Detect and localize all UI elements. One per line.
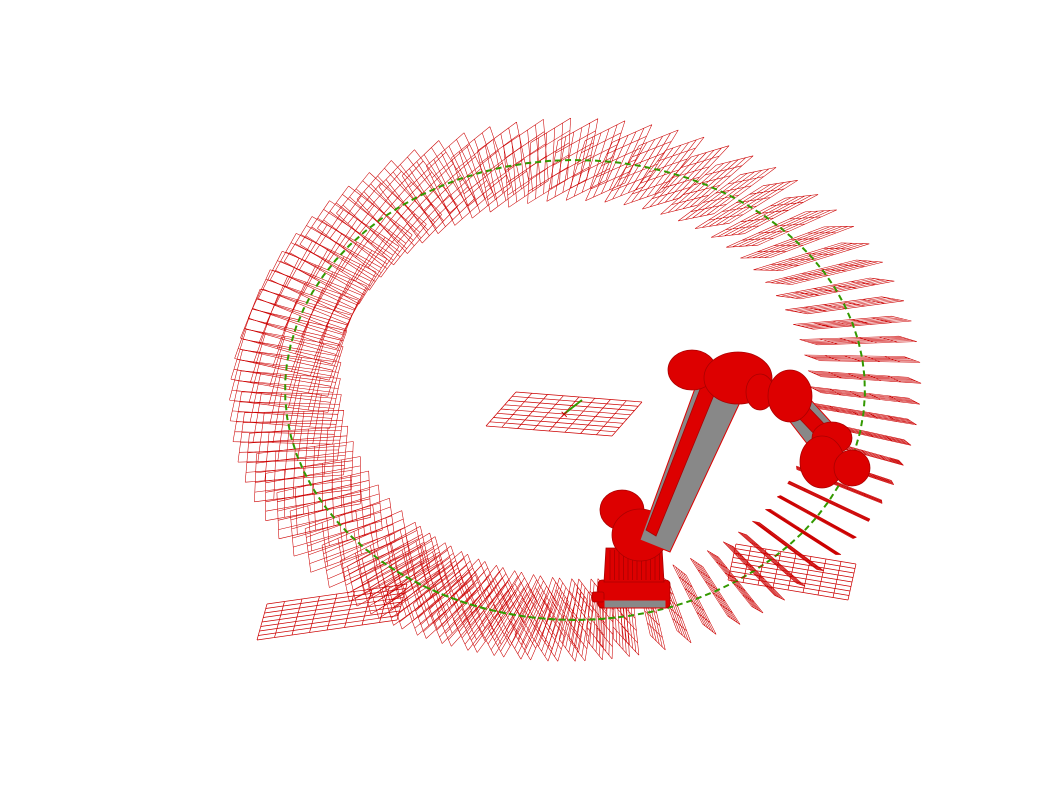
trajectory-frame xyxy=(585,124,653,201)
trajectory-frame xyxy=(237,410,345,463)
trajectory-frame xyxy=(258,250,367,334)
trajectory-frame xyxy=(694,180,798,229)
trajectory-frame xyxy=(478,570,531,656)
trajectory-frame xyxy=(531,577,569,662)
trajectory-frame xyxy=(230,329,344,397)
trajectory-frame xyxy=(229,370,341,429)
base-origin-icon: ✕ xyxy=(560,410,568,421)
trajectory-frame xyxy=(541,577,576,662)
wrist-joint xyxy=(767,369,871,489)
trajectory-frame xyxy=(672,564,717,635)
trajectory-frame xyxy=(565,120,626,201)
trajectory-frame xyxy=(336,172,427,266)
trajectory-frame xyxy=(321,510,410,588)
robot-arm[interactable] xyxy=(591,349,871,609)
trajectory-frame xyxy=(437,561,500,647)
trajectory-frame xyxy=(804,354,921,363)
trajectory-frame xyxy=(660,155,754,215)
trajectory-frame xyxy=(807,370,922,384)
start-grid xyxy=(256,583,408,641)
trajectory-frame xyxy=(451,126,511,219)
trajectory-frame xyxy=(283,216,388,305)
trajectory-frame xyxy=(710,194,819,238)
trajectory-frame xyxy=(775,277,895,300)
trajectory-frame xyxy=(477,121,530,213)
trajectory-frame xyxy=(558,578,588,662)
trajectory-frame xyxy=(753,242,870,271)
trajectory-frame xyxy=(785,296,905,315)
elbow-joint xyxy=(667,349,775,411)
trajectory-frame xyxy=(677,167,777,222)
trajectory-frame xyxy=(276,470,371,540)
trajectory-frame xyxy=(232,391,342,445)
trajectory-frame xyxy=(289,484,383,557)
trajectory-frame xyxy=(799,335,917,346)
trajectory-frame xyxy=(765,259,883,285)
end-grid xyxy=(727,543,857,601)
trajectory-frame xyxy=(317,185,413,278)
trajectory-frame xyxy=(787,480,871,522)
trajectory-frame xyxy=(809,386,921,405)
toolpath-curve xyxy=(284,158,866,622)
end-frame-marker xyxy=(727,543,857,601)
trajectory-frame xyxy=(404,551,475,636)
trajectory-frame xyxy=(604,129,679,203)
base-coordinate-frame: ✕ xyxy=(485,391,643,437)
start-frame-marker xyxy=(256,583,408,641)
trajectory-frame xyxy=(642,145,730,210)
trajectory-frame xyxy=(340,522,425,602)
trajectory-frame xyxy=(360,532,441,615)
base-y-axis xyxy=(563,399,583,415)
upper-arm-link xyxy=(639,379,743,553)
robot-base xyxy=(591,579,671,609)
trajectory-frame xyxy=(726,209,837,248)
trajectory-frame xyxy=(793,315,912,330)
trajectory-frame xyxy=(706,550,764,614)
trajectory-frames xyxy=(229,117,922,662)
trajectory-frame xyxy=(270,233,377,319)
trajectory-frame xyxy=(426,132,493,226)
trajectory-frame xyxy=(776,495,857,539)
trajectory-frame xyxy=(505,574,550,660)
trajectory-frame xyxy=(453,565,512,651)
trajectory-frame xyxy=(229,349,342,413)
trajectory-frame xyxy=(690,557,741,625)
trajectory-frame xyxy=(244,425,349,483)
trajectory-frame xyxy=(428,558,493,644)
trajectory-frame xyxy=(299,200,400,291)
trajectory-frame xyxy=(740,226,855,259)
trajectory-frame xyxy=(765,509,842,555)
